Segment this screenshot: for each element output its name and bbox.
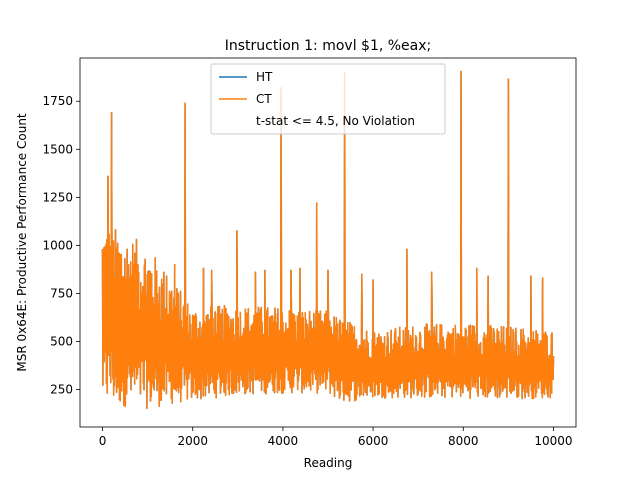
x-tick-label: 8000 (448, 434, 479, 448)
x-tick-label: 6000 (358, 434, 389, 448)
legend-entry-tstat: t-stat <= 4.5, No Violation (256, 114, 415, 128)
y-axis-label: MSR 0x64E: Productive Performance Count (15, 113, 29, 372)
series-line-ct (101, 70, 555, 410)
y-tick-label: 250 (50, 383, 73, 397)
y-tick-label: 1750 (42, 94, 73, 108)
legend-entry-ht: HT (256, 70, 273, 84)
legend: HT CT t-stat <= 4.5, No Violation (210, 63, 446, 135)
legend-entry-ct: CT (256, 92, 272, 106)
y-tick-label: 1000 (42, 238, 73, 252)
y-tick-label: 500 (50, 334, 73, 348)
x-tick-label: 2000 (177, 434, 208, 448)
x-tick-label: 0 (99, 434, 107, 448)
x-axis-ticks: 0 2000 4000 6000 8000 10000 (99, 427, 573, 448)
chart-title: Instruction 1: movl $1, %eax; (225, 38, 432, 54)
y-tick-label: 750 (50, 286, 73, 300)
axes-frame (79, 57, 577, 428)
legend-box (210, 63, 446, 135)
y-axis-ticks: 250 500 750 1000 1250 1500 1750 (42, 94, 80, 397)
plot-area (101, 70, 555, 410)
x-axis-label: Reading (304, 456, 353, 470)
y-tick-label: 1500 (42, 142, 73, 156)
x-tick-label: 10000 (534, 434, 572, 448)
y-tick-label: 1250 (42, 190, 73, 204)
x-tick-label: 4000 (268, 434, 299, 448)
